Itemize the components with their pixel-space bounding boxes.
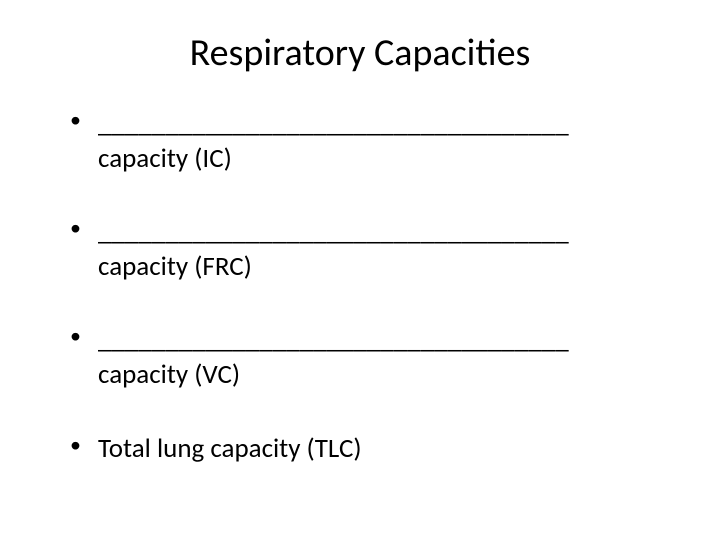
blank-fill: ___________________________________: [98, 214, 670, 249]
slide-container: Respiratory Capacities _________________…: [0, 0, 720, 540]
list-item: Total lung capacity (TLC): [80, 431, 670, 466]
slide-content: ___________________________________ capa…: [50, 106, 670, 466]
list-item: ___________________________________ capa…: [80, 322, 670, 392]
slide-title: Respiratory Capacities: [50, 30, 670, 76]
blank-fill: ___________________________________: [98, 106, 670, 141]
list-item: ___________________________________ capa…: [80, 106, 670, 176]
list-item: ___________________________________ capa…: [80, 214, 670, 284]
bullet-list: ___________________________________ capa…: [80, 106, 670, 466]
bullet-text: capacity (VC): [98, 358, 240, 391]
blank-fill: ___________________________________: [98, 322, 670, 357]
bullet-text: Total lung capacity (TLC): [98, 432, 362, 465]
bullet-text: capacity (FRC): [98, 250, 252, 283]
bullet-text: capacity (IC): [98, 142, 232, 175]
